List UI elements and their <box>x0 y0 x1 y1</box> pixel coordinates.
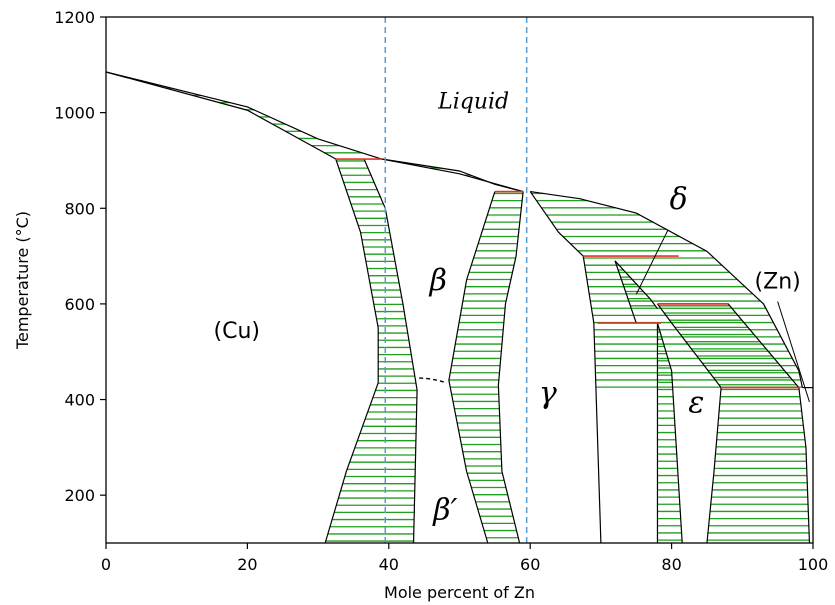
y-tick-label: 1200 <box>54 8 95 27</box>
phase-boundary <box>381 158 524 193</box>
phase-boundary <box>530 190 803 388</box>
phase-label: Liquid <box>437 89 509 114</box>
region-Cu+L <box>105 71 382 160</box>
phase-boundary <box>105 71 382 160</box>
phase-boundary <box>656 303 722 388</box>
reference-lines <box>384 17 528 543</box>
region-epsilon+Zn <box>706 387 811 544</box>
beta-order-disorder-dash <box>419 377 447 384</box>
phase-label: δ <box>670 182 688 217</box>
phase-label: ε <box>688 385 704 420</box>
plot-frame <box>105 16 814 544</box>
x-tick-label: 20 <box>237 555 257 574</box>
phase-label: (Cu) <box>214 319 260 344</box>
phase-boundary <box>324 158 379 544</box>
annotations <box>419 229 810 403</box>
region-L+beta <box>381 158 524 193</box>
delta-pointer-arrow <box>635 229 669 295</box>
y-tick-label: 1000 <box>54 104 95 123</box>
region-Cu+beta <box>324 158 418 544</box>
y-axis-label: Temperature (°C) <box>13 211 32 350</box>
y-tick-label: 600 <box>64 295 95 314</box>
phase-boundary <box>657 303 800 388</box>
zn-pointer-arrow <box>777 301 810 403</box>
x-tick-label: 40 <box>379 555 399 574</box>
y-tick-label: 200 <box>64 486 95 505</box>
x-tick-label: 100 <box>798 555 829 574</box>
phase-boundary <box>105 71 337 160</box>
x-axis-label: Mole percent of Zn <box>384 583 535 602</box>
phase-boundary <box>363 158 418 544</box>
region-gamma+L <box>529 190 803 544</box>
region-beta+gamma <box>448 191 524 544</box>
y-tick-label: 400 <box>64 391 95 410</box>
phase-label: β′ <box>432 493 457 528</box>
phase-label: β <box>429 264 447 299</box>
x-tick-label: 60 <box>520 555 540 574</box>
phase-boundary <box>706 387 722 544</box>
phase-boundary <box>614 260 658 310</box>
x-tick-label: 0 <box>101 555 111 574</box>
phase-boundary <box>497 191 524 544</box>
two-phase-regions <box>105 71 811 544</box>
y-axis-ticks: 200 400 600 800 1000 1200 <box>54 8 106 505</box>
region-delta+epsilon <box>656 303 800 388</box>
y-tick-label: 800 <box>64 199 95 218</box>
x-tick-label: 80 <box>661 555 681 574</box>
phase-boundary <box>448 191 496 544</box>
phase-labels: Liquid β β′ γ δ ε (Cu) (Zn) <box>214 89 801 528</box>
phase-boundary <box>798 387 811 544</box>
phase-boundary <box>614 260 637 324</box>
phase-label: γ <box>539 376 557 411</box>
phase-boundary <box>656 322 683 544</box>
region-gamma+epsilon <box>656 322 683 544</box>
region-gamma+delta <box>614 260 658 324</box>
x-axis-ticks: 0 20 40 60 80 100 <box>101 543 828 574</box>
peritectic-lines <box>335 158 813 389</box>
phase-label: (Zn) <box>755 270 801 295</box>
